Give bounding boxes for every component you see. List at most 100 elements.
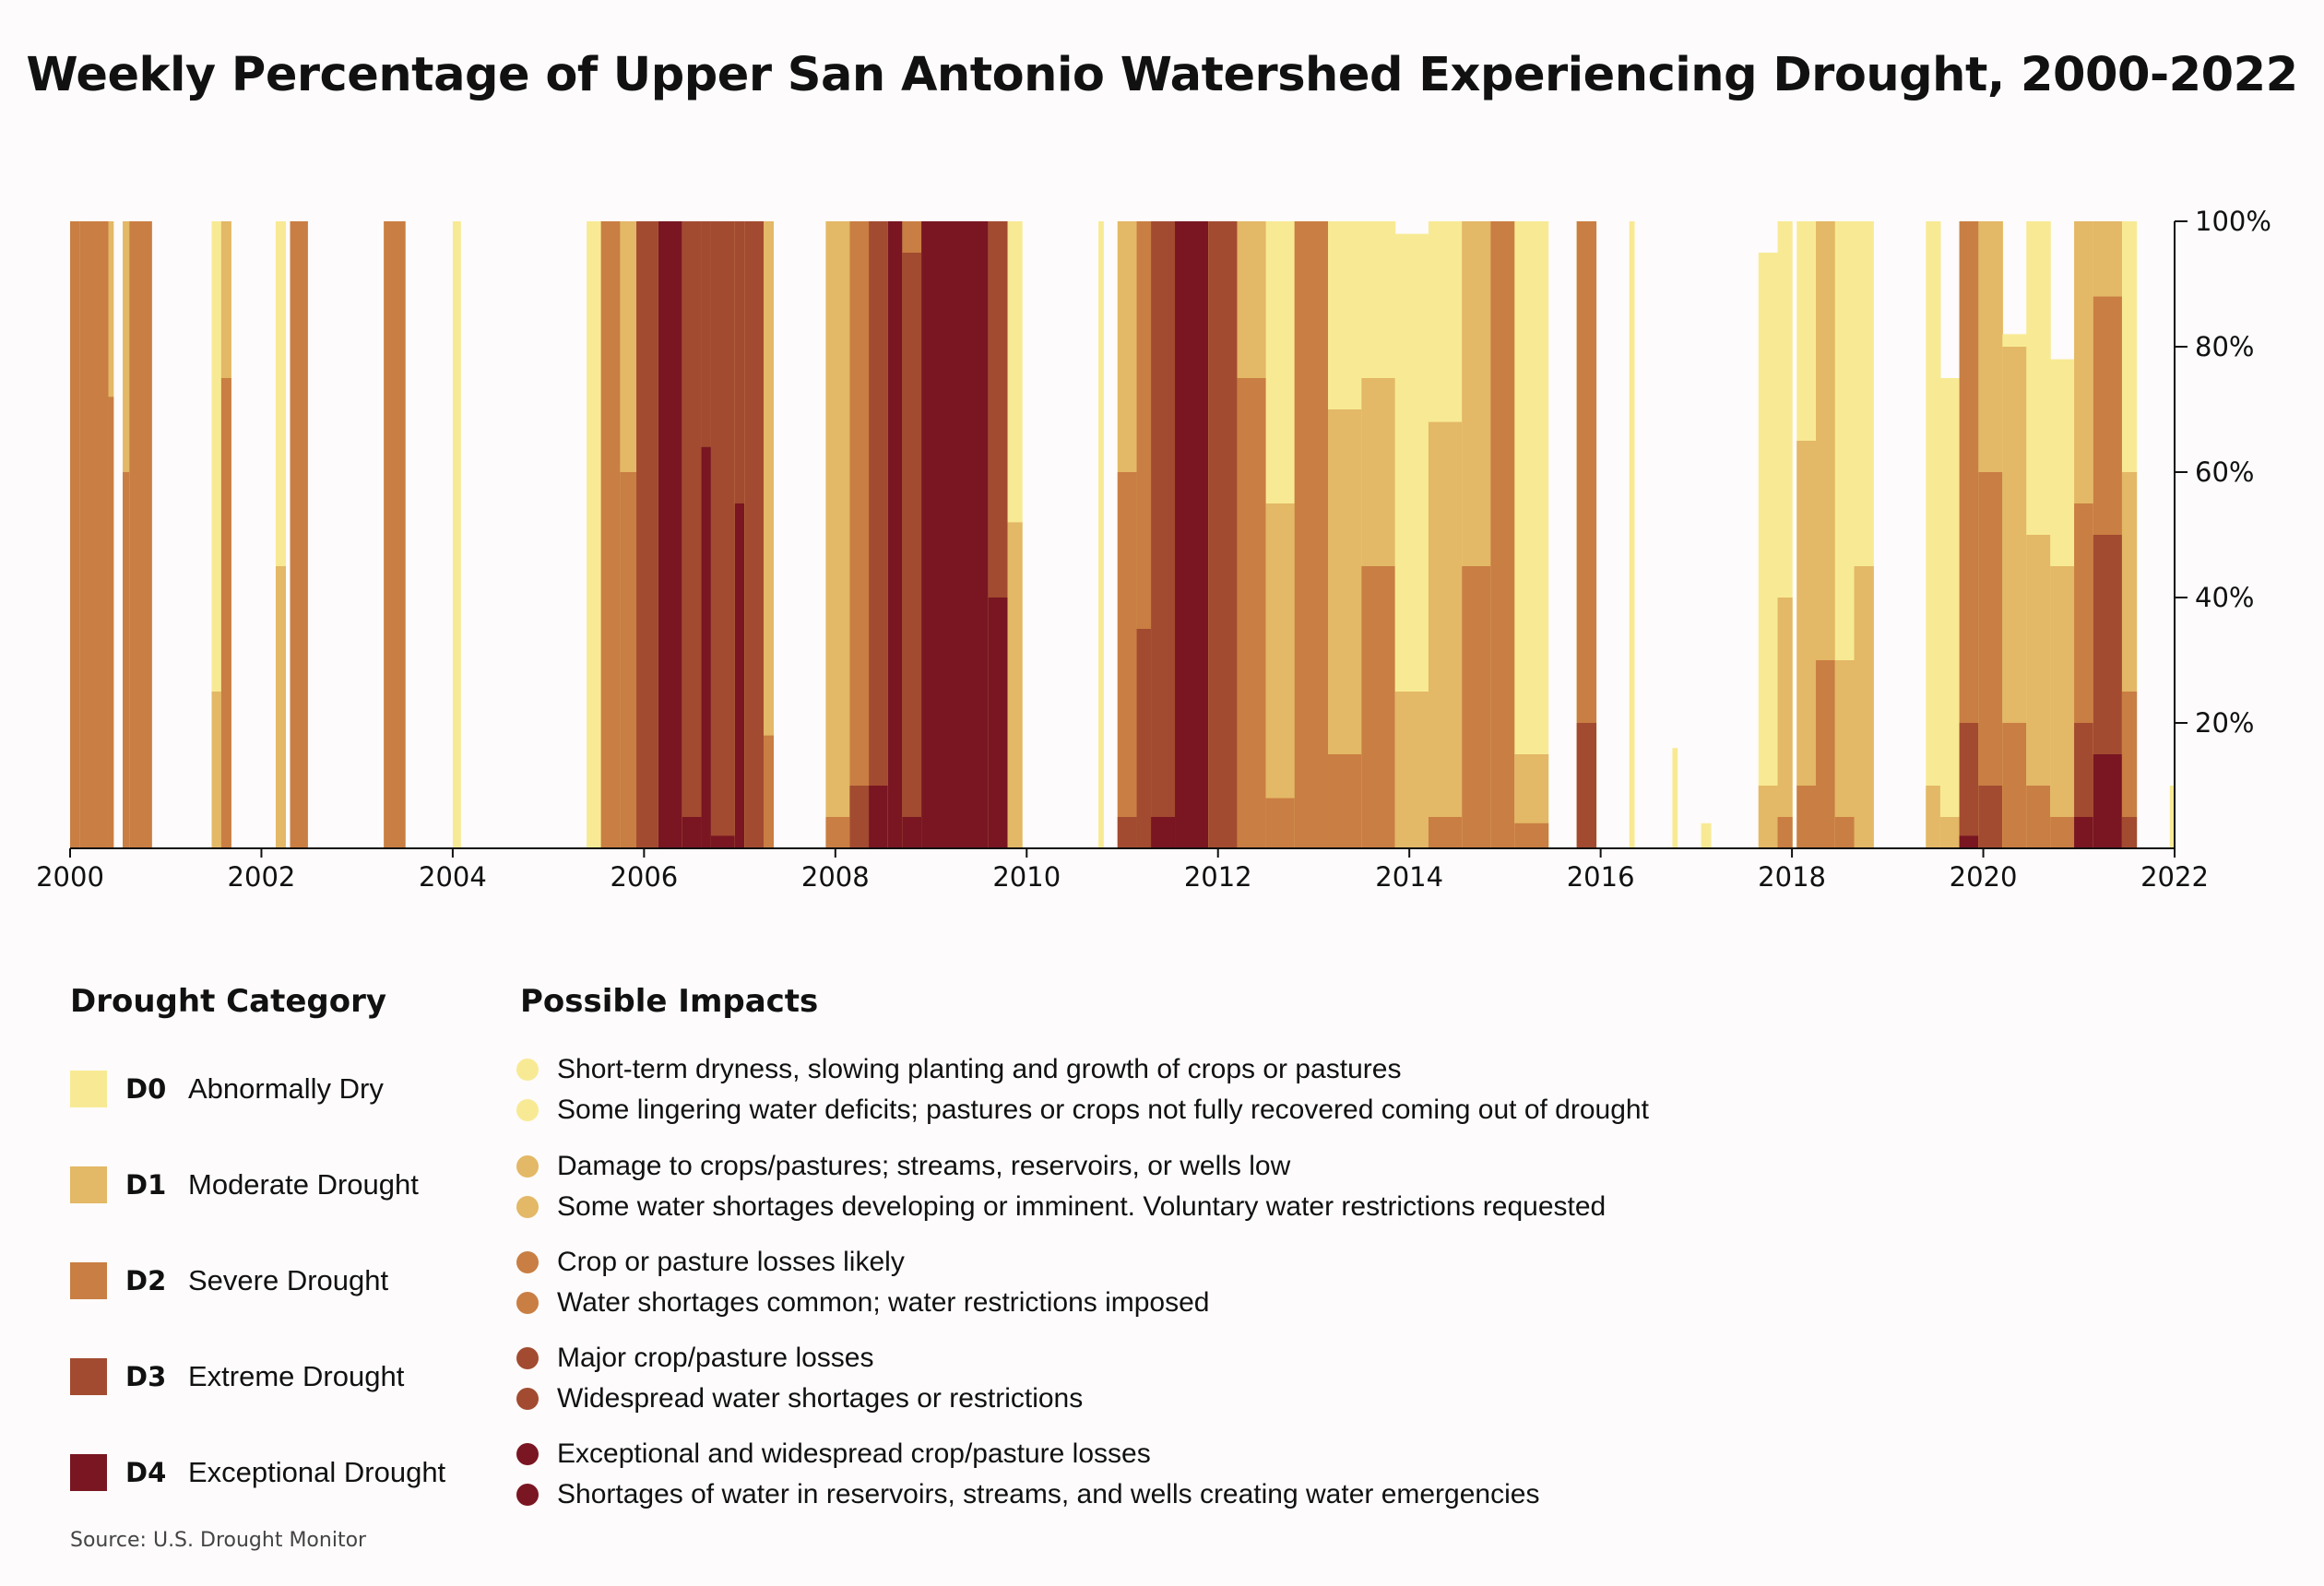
bar-d1-54 [1834, 660, 1856, 848]
bar-d2-51 [1777, 817, 1793, 848]
bar-d1-57 [1939, 817, 1961, 848]
bar-d3-35 [1208, 221, 1239, 848]
bar-d4-27 [921, 221, 990, 848]
x-tick-label: 2008 [801, 861, 870, 893]
bar-d2-13 [620, 472, 637, 848]
bar-d2-39 [1328, 754, 1362, 848]
impacts-d2: Crop or pasture losses likely Water shor… [515, 1242, 1209, 1323]
d4-impact-dot [516, 1443, 539, 1465]
d1-swatch [70, 1166, 107, 1203]
impact-item: Exceptional and widespread crop/pasture … [515, 1434, 1539, 1474]
d1-name: Moderate Drought [188, 1168, 419, 1201]
bar-d4-33 [1151, 817, 1176, 848]
bar-d2-21 [764, 735, 774, 848]
bar-d4-26 [902, 817, 922, 848]
d3-name: Extreme Drought [188, 1360, 405, 1392]
bar-d2-23 [849, 221, 870, 848]
impacts-d4: Exceptional and widespread crop/pasture … [515, 1434, 1539, 1515]
x-tick-label: 2002 [228, 861, 296, 893]
bar-d0-7 [276, 221, 286, 848]
bar-d2-62 [2050, 817, 2075, 848]
bar-d3-20 [744, 221, 765, 848]
d3-code: D3 [125, 1361, 167, 1392]
bar-d2-54 [1834, 817, 1856, 848]
d4-code: D4 [125, 1457, 167, 1488]
bar-d2-58 [1959, 221, 1979, 848]
bar-d0-50 [1758, 253, 1779, 848]
impact-text: Major crop/pasture losses [557, 1343, 874, 1373]
impact-text: Damage to crops/pastures; streams, reser… [557, 1151, 1291, 1181]
possible-impacts-heading: Possible Impacts [520, 983, 819, 1020]
bar-d1-22 [825, 221, 850, 848]
bar-d1-7 [276, 566, 286, 848]
category-d3: D3 Extreme Drought [70, 1357, 404, 1396]
x-tick-label: 2016 [1567, 861, 1635, 893]
y-tick-label: 20% [2195, 707, 2254, 739]
d1-impact-dot [516, 1196, 539, 1218]
bar-d2-52 [1796, 786, 1817, 848]
impact-text: Some lingering water deficits; pastures … [557, 1095, 1649, 1125]
impact-text: Some water shortages developing or immin… [557, 1191, 1607, 1222]
impact-text: Shortages of water in reservoirs, stream… [557, 1479, 1540, 1509]
d2-impact-dot [516, 1292, 539, 1314]
bar-d2-46 [1576, 221, 1597, 848]
bar-d2-60 [2002, 723, 2027, 848]
d0-swatch [70, 1071, 107, 1107]
x-tick-label: 2014 [1375, 861, 1443, 893]
impact-item: Water shortages common; water restrictio… [515, 1283, 1209, 1323]
d0-impact-dot [516, 1059, 539, 1081]
bar-d2-31 [1117, 472, 1138, 848]
d4-swatch [70, 1454, 107, 1491]
drought-category-heading: Drought Category [70, 983, 387, 1020]
bar-d2-65 [2121, 692, 2138, 848]
bar-d4-24 [869, 786, 889, 848]
bar-d2-2 [108, 396, 114, 848]
bar-d2-0 [70, 221, 80, 848]
category-d1: D1 Moderate Drought [70, 1166, 419, 1204]
bar-d4-18 [710, 835, 736, 848]
impact-item: Damage to crops/pastures; streams, reser… [515, 1146, 1606, 1187]
bar-d2-6 [220, 378, 231, 848]
bar-d0-57 [1939, 378, 1961, 848]
impact-item: Widespread water shortages or restrictio… [515, 1379, 1083, 1419]
bar-d1-51 [1777, 598, 1793, 848]
bar-d4-16 [682, 817, 703, 848]
impacts-d3: Major crop/pasture losses Widespread wat… [515, 1338, 1083, 1419]
bar-d1-41 [1394, 692, 1429, 848]
bar-d3-23 [849, 786, 870, 848]
source-note: Source: U.S. Drought Monitor [70, 1529, 367, 1552]
impact-item: Short-term dryness, slowing planting and… [515, 1049, 1649, 1090]
bar-d1-37 [1265, 503, 1296, 848]
bar-d4-64 [2093, 754, 2123, 848]
d4-name: Exceptional Drought [188, 1456, 446, 1488]
bar-d0-10 [452, 221, 461, 848]
chart-plot: 2000 2002 2004 2006 2008 2010 2012 2014 2016 2018… [36, 206, 2271, 893]
bar-d2-22 [825, 817, 850, 848]
bar-d2-36 [1237, 378, 1267, 848]
bar-d3-24 [869, 221, 889, 848]
y-tick-label: 100% [2195, 206, 2271, 237]
bar-d4-15 [658, 221, 683, 848]
d1-impact-dot [516, 1155, 539, 1178]
x-tick-label: 2018 [1758, 861, 1826, 893]
bar-d2-45 [1514, 823, 1549, 848]
chart-title: Weekly Percentage of Upper San Antonio W… [26, 48, 2298, 102]
bar-d1-52 [1796, 441, 1817, 848]
bar-d2-9 [384, 221, 406, 848]
d0-impact-dot [516, 1099, 539, 1121]
d3-impact-dot [516, 1347, 539, 1369]
d2-code: D2 [125, 1265, 167, 1296]
bar-d3-65 [2121, 817, 2138, 848]
d3-impact-dot [516, 1388, 539, 1410]
bar-d0-30 [1098, 221, 1104, 848]
impact-text: Crop or pasture losses likely [557, 1247, 905, 1277]
bar-d0-11 [587, 221, 602, 848]
bar-d0-48 [1672, 748, 1678, 848]
bar-d0-45 [1514, 221, 1549, 848]
bar-d3-59 [1978, 786, 2003, 848]
bar-d3-18 [710, 221, 736, 848]
bar-d2-37 [1265, 798, 1296, 848]
bar-d2-8 [290, 221, 308, 848]
d2-impact-dot [516, 1251, 539, 1273]
bar-d2-43 [1462, 566, 1491, 848]
